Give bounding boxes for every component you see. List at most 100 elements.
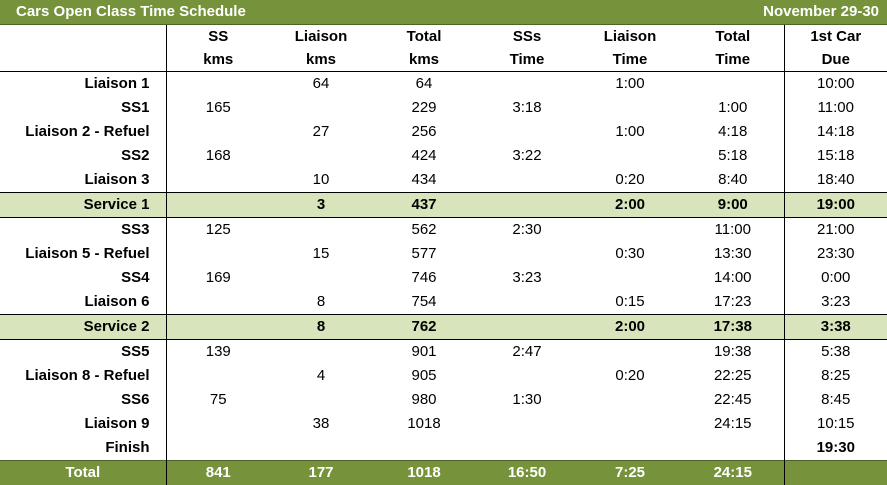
cell-ss-kms: [166, 436, 270, 461]
header-kms: kms: [166, 48, 270, 72]
stage-label: Liaison 6: [0, 290, 166, 315]
cell-total-time: 11:00: [682, 218, 784, 243]
cell-total-kms: 437: [372, 193, 476, 218]
cell-due: 21:00: [784, 218, 887, 243]
cell-ss-time: 2:47: [476, 340, 578, 365]
cell-due: 8:45: [784, 388, 887, 412]
schedule-dates: November 29-30: [476, 0, 887, 25]
stage-label: Service 2: [0, 315, 166, 340]
cell-liaison-time: [578, 144, 682, 168]
stage-label: SS1: [0, 96, 166, 120]
cell-total-kms: 424: [372, 144, 476, 168]
cell-total-kms: 434: [372, 168, 476, 193]
header-total: Total: [372, 25, 476, 49]
cell-liaison-time: 2:00: [578, 315, 682, 340]
cell-ss-time: 3:22: [476, 144, 578, 168]
cell-ss-kms: [166, 315, 270, 340]
total-ss-kms: 841: [166, 461, 270, 485]
cell-ss-time: [476, 364, 578, 388]
header-cell: [0, 48, 166, 72]
cell-liaison-kms: 15: [270, 242, 372, 266]
cell-liaison-time: [578, 340, 682, 365]
cell-liaison-time: 0:15: [578, 290, 682, 315]
cell-ss-time: [476, 72, 578, 97]
cell-liaison-kms: 38: [270, 412, 372, 436]
cell-liaison-kms: 8: [270, 315, 372, 340]
cell-ss-kms: [166, 364, 270, 388]
cell-liaison-kms: 3: [270, 193, 372, 218]
cell-total-time: 17:23: [682, 290, 784, 315]
cell-liaison-time: 1:00: [578, 120, 682, 144]
cell-ss-time: [476, 412, 578, 436]
cell-ss-kms: [166, 242, 270, 266]
cell-ss-kms: 165: [166, 96, 270, 120]
cell-ss-kms: 169: [166, 266, 270, 290]
cell-total-kms: [372, 436, 476, 461]
cell-liaison-time: 0:20: [578, 168, 682, 193]
cell-liaison-kms: 10: [270, 168, 372, 193]
stage-label: SS3: [0, 218, 166, 243]
cell-ss-time: [476, 120, 578, 144]
total-liaison-kms: 177: [270, 461, 372, 485]
stage-label: Finish: [0, 436, 166, 461]
cell-total-kms: 1018: [372, 412, 476, 436]
cell-total-time: 22:25: [682, 364, 784, 388]
cell-liaison-time: 0:20: [578, 364, 682, 388]
cell-liaison-time: [578, 388, 682, 412]
cell-ss-time: 3:18: [476, 96, 578, 120]
cell-due: 10:00: [784, 72, 887, 97]
cell-liaison-kms: [270, 96, 372, 120]
cell-liaison-time: [578, 218, 682, 243]
cell-total-time: 22:45: [682, 388, 784, 412]
header-first-car: 1st Car: [784, 25, 887, 49]
cell-total-time: [682, 436, 784, 461]
cell-liaison-kms: [270, 436, 372, 461]
total-ss-time: 16:50: [476, 461, 578, 485]
cell-liaison-time: [578, 412, 682, 436]
total-label: Total: [0, 461, 166, 485]
cell-ss-kms: 75: [166, 388, 270, 412]
cell-total-time: 4:18: [682, 120, 784, 144]
title-bar: Cars Open Class Time Schedule November 2…: [0, 0, 887, 25]
cell-ss-time: [476, 315, 578, 340]
header-kms: kms: [372, 48, 476, 72]
stage-label: SS2: [0, 144, 166, 168]
cell-liaison-kms: [270, 266, 372, 290]
cell-total-kms: 980: [372, 388, 476, 412]
cell-due: 15:18: [784, 144, 887, 168]
cell-liaison-kms: 27: [270, 120, 372, 144]
cell-total-time: 24:15: [682, 412, 784, 436]
total-total-time: 24:15: [682, 461, 784, 485]
header-total-time: Total: [682, 25, 784, 49]
cell-total-kms: 901: [372, 340, 476, 365]
cell-total-time: 19:38: [682, 340, 784, 365]
cell-due: 3:38: [784, 315, 887, 340]
header-time: Time: [476, 48, 578, 72]
cell-due: 23:30: [784, 242, 887, 266]
header-row-1: SS Liaison Total SSs Liaison Total 1st C…: [0, 25, 887, 49]
cell-liaison-time: 0:30: [578, 242, 682, 266]
cell-total-time: 13:30: [682, 242, 784, 266]
cell-ss-time: 2:30: [476, 218, 578, 243]
cell-total-kms: 746: [372, 266, 476, 290]
header-sss: SSs: [476, 25, 578, 49]
cell-due: 8:25: [784, 364, 887, 388]
cell-liaison-time: [578, 436, 682, 461]
cell-ss-time: [476, 168, 578, 193]
stage-label: SS4: [0, 266, 166, 290]
cell-liaison-kms: 64: [270, 72, 372, 97]
cell-due: 5:38: [784, 340, 887, 365]
cell-due: 11:00: [784, 96, 887, 120]
cell-liaison-time: 2:00: [578, 193, 682, 218]
cell-ss-time: 3:23: [476, 266, 578, 290]
cell-ss-time: [476, 193, 578, 218]
cell-liaison-time: [578, 266, 682, 290]
